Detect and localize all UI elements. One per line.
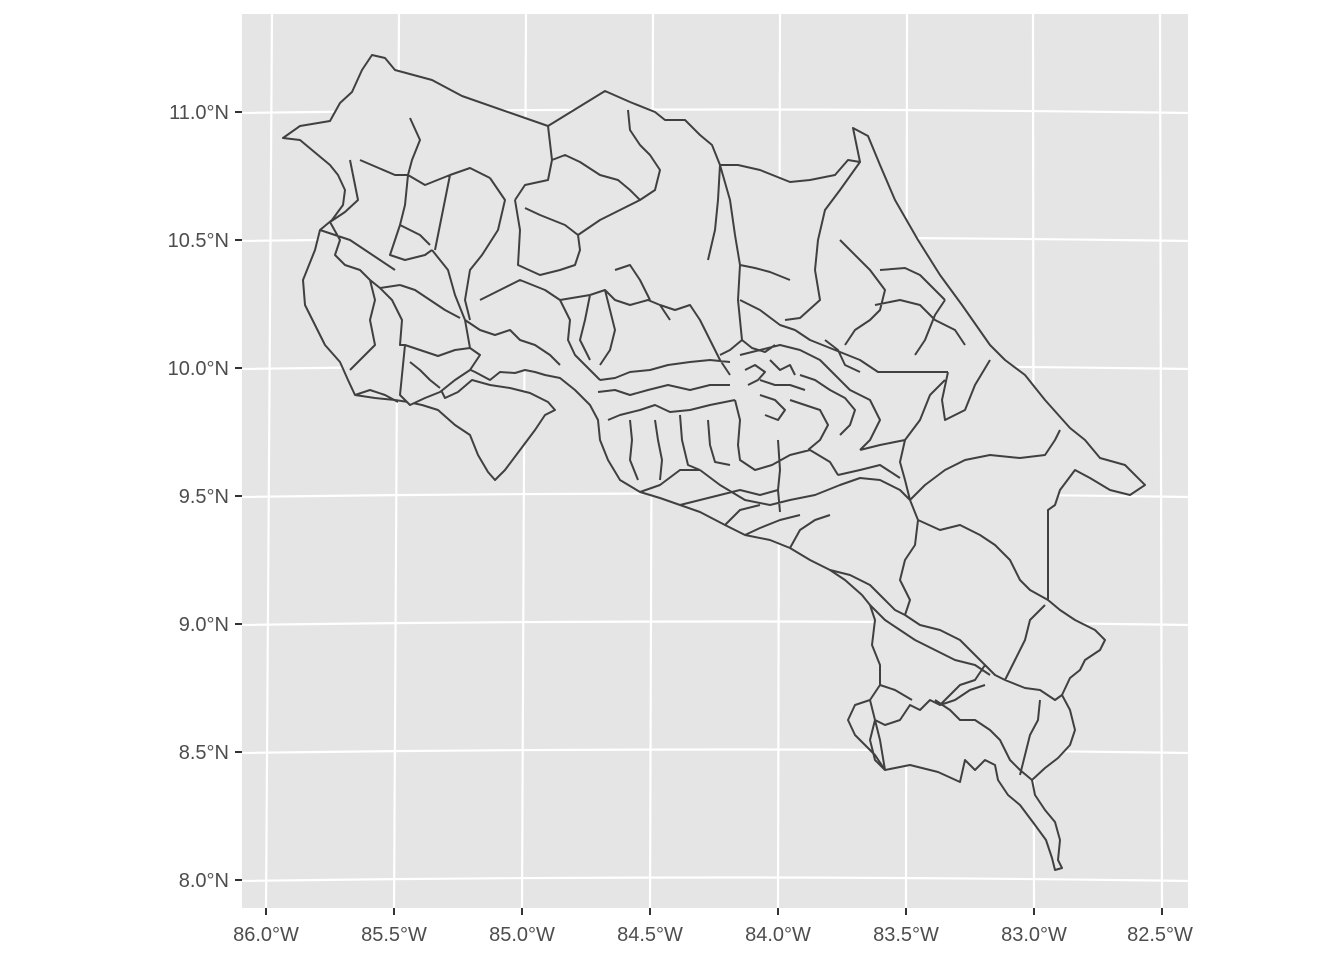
country-outline	[282, 54, 1146, 871]
y-axis: 11.0°N 10.5°N 10.0°N 9.5°N 9.0°N 8.5°N 8…	[168, 102, 242, 892]
x-tick-label: 85.0°W	[489, 924, 555, 946]
x-tick-label: 86.0°W	[233, 924, 299, 946]
y-tick-label: 10.0°N	[168, 358, 229, 380]
x-tick-label: 84.0°W	[745, 924, 811, 946]
meridian-86-0	[264, 13, 274, 909]
x-tick-label: 85.5°W	[361, 924, 427, 946]
y-tick-label: 8.5°N	[179, 742, 229, 764]
x-tick-label: 83.5°W	[873, 924, 939, 946]
y-tick-label: 10.5°N	[168, 230, 229, 252]
x-tick-label: 82.5°W	[1127, 924, 1193, 946]
y-tick-label: 8.0°N	[179, 870, 229, 892]
parallel-8-0	[241, 876, 1189, 883]
y-tick-label: 9.0°N	[179, 614, 229, 636]
x-tick-label: 83.0°W	[1001, 924, 1067, 946]
costa-rica-districts	[282, 54, 1146, 871]
x-axis: 86.0°W 85.5°W 85.0°W 84.5°W 84.0°W 83.5°…	[233, 908, 1193, 946]
x-tick-label: 84.5°W	[617, 924, 683, 946]
meridian-82-5	[1158, 13, 1164, 909]
district-borders	[319, 109, 1063, 781]
nicoya-peninsula	[399, 344, 481, 406]
y-tick-label: 11.0°N	[169, 102, 229, 124]
y-tick-label: 9.5°N	[179, 486, 229, 508]
